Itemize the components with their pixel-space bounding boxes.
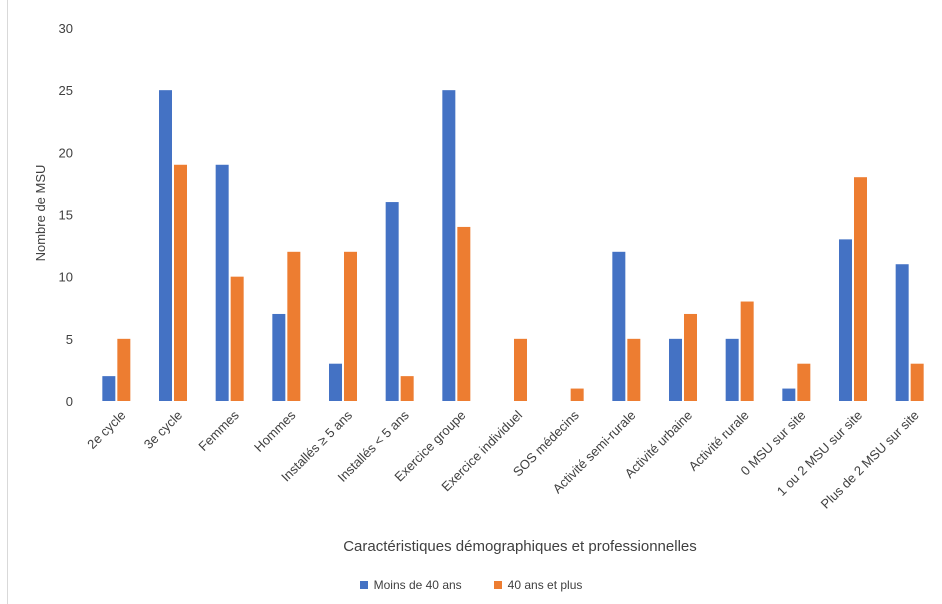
legend-swatch-series-1 (359, 581, 368, 589)
x-tick-label: Femmes (195, 407, 242, 454)
bar-series-2 (287, 251, 301, 401)
y-tick-label: 5 (66, 332, 73, 347)
bar-series-2 (684, 313, 697, 401)
bar-series-1 (159, 90, 172, 402)
bar-series-1 (895, 264, 909, 401)
bar-series-1 (442, 90, 456, 402)
y-axis-ticks: 0 5 10 15 20 25 30 (59, 21, 73, 409)
bar-series-1 (782, 388, 796, 401)
legend-item-series-1: Moins de 40 ans (359, 578, 462, 592)
x-tick-label: 2e cycle (84, 408, 128, 452)
y-axis-label: Nombre de MSU (33, 165, 48, 262)
legend-label-series-1: Moins de 40 ans (373, 578, 462, 592)
bar-series-2 (174, 164, 187, 401)
y-tick-label: 10 (59, 270, 73, 285)
bar-series-2 (910, 363, 924, 401)
bars (102, 90, 924, 402)
bar-series-1 (669, 338, 682, 401)
bar-series-1 (612, 251, 626, 401)
legend-label-series-2: 40 ans et plus (507, 578, 583, 592)
bar-series-1 (725, 338, 739, 401)
bar-series-2 (117, 338, 131, 401)
bar-series-2 (797, 363, 811, 401)
y-tick-label: 25 (59, 83, 73, 98)
bar-series-1 (102, 376, 116, 401)
bar-series-1 (272, 313, 286, 401)
x-tick-label: 3e cycle (141, 408, 185, 452)
bar-series-1 (385, 202, 399, 401)
bar-series-1 (839, 239, 852, 401)
frame-border (7, 0, 8, 604)
bar-series-2 (457, 226, 471, 401)
bar-series-2 (570, 388, 584, 401)
y-tick-label: 0 (66, 394, 73, 409)
legend-swatch-series-2 (493, 581, 502, 589)
legend: Moins de 40 ans 40 ans et plus (0, 578, 942, 592)
x-tick-label: Plus de 2 MSU sur site (818, 408, 922, 512)
bar-series-2 (400, 376, 414, 401)
y-tick-label: 15 (59, 208, 73, 223)
bar-series-2 (740, 301, 754, 401)
y-tick-label: 30 (59, 21, 73, 36)
bar-series-1 (215, 164, 229, 401)
bar-series-1 (329, 363, 342, 401)
bar-series-2 (344, 251, 357, 401)
bar-series-2 (514, 338, 527, 401)
x-tick-label: Hommes (251, 407, 299, 455)
bar-series-2 (627, 338, 641, 401)
legend-item-series-2: 40 ans et plus (493, 578, 583, 592)
x-axis-label: Caractéristiques démographiques et profe… (343, 538, 697, 555)
y-tick-label: 20 (59, 145, 73, 160)
bar-series-2 (854, 177, 867, 401)
bar-series-2 (230, 276, 244, 401)
